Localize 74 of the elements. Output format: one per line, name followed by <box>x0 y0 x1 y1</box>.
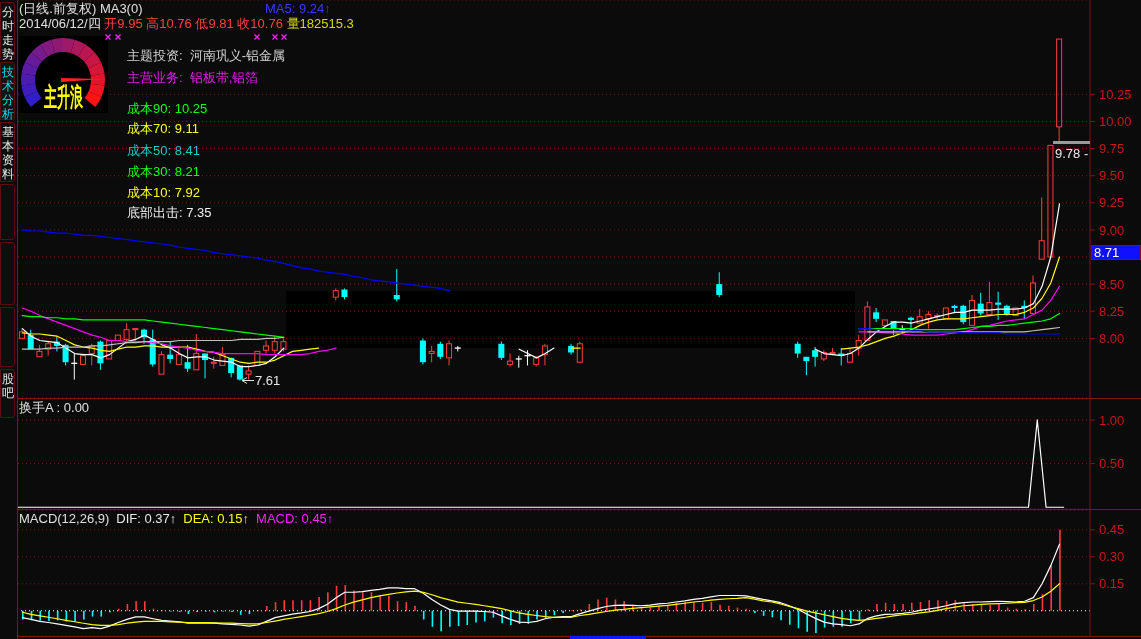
annotation: 9.78 - <box>1055 146 1089 161</box>
candlestick <box>1012 307 1019 317</box>
candlestick <box>1047 144 1054 258</box>
tab: 基本资料 <box>0 122 15 182</box>
annotation: 成本30: 8.21 <box>127 164 200 179</box>
candlestick <box>507 353 514 368</box>
annotation: 成本10: 7.92 <box>127 185 200 200</box>
candlestick <box>280 337 287 352</box>
y-tick-label: 0.45 <box>1099 522 1125 538</box>
text: 2014/06/12/四 开9.95 高10.76 低9.81 收10.76 量182515.3 <box>19 16 354 31</box>
annotation: 成本50: 8.41 <box>127 143 200 158</box>
candlestick <box>332 287 339 301</box>
annotation: MACD: 0.45↑ <box>256 511 334 526</box>
candlestick <box>1038 196 1045 260</box>
candlestick <box>446 340 453 366</box>
candlestick <box>184 344 191 373</box>
y-tick-label: 8.00 <box>1099 330 1125 346</box>
candlestick <box>716 271 723 298</box>
candlestick <box>263 340 270 355</box>
annotation: MA5: 9.24↑ <box>265 1 331 16</box>
y-tick-label: 1.00 <box>1099 412 1125 428</box>
annotation: 底部出击: 7.35 <box>127 205 212 220</box>
candlestick <box>158 350 165 375</box>
y-tick-label: 0.15 <box>1099 576 1125 592</box>
candlestick <box>393 268 400 302</box>
chart-title: MACD(12,26,9) <box>19 511 110 526</box>
y-tick-label: 0.50 <box>1099 456 1125 472</box>
candlestick <box>873 307 880 323</box>
candlestick <box>986 281 993 315</box>
candlestick <box>175 347 182 365</box>
annotation: 成本90: 10.25 <box>127 101 208 116</box>
candlestick <box>106 340 113 360</box>
candlestick <box>419 337 426 365</box>
text: 8.71 <box>1094 245 1120 260</box>
candlestick <box>942 307 949 320</box>
annotation: 主升浪 <box>44 82 83 112</box>
y-tick-label: 0.30 <box>1099 549 1125 565</box>
y-tick-label: 9.25 <box>1099 195 1125 211</box>
y-tick-label: 9.75 <box>1099 141 1125 157</box>
y-tick-label: 9.50 <box>1099 168 1125 184</box>
candlestick <box>846 347 853 363</box>
candlestick <box>1056 38 1063 143</box>
annotation: 7.61 <box>255 373 281 388</box>
candlestick <box>114 334 121 342</box>
tab: 技术分析 <box>0 62 15 120</box>
candlestick <box>19 328 25 339</box>
candlestick <box>193 333 200 371</box>
candlestick <box>812 346 819 368</box>
candlestick <box>907 316 914 330</box>
candlestick <box>995 291 1002 321</box>
annotation: 成本70: 9.11 <box>127 121 200 136</box>
candlestick <box>864 300 871 342</box>
y-tick-label: 8.25 <box>1099 303 1125 319</box>
candlestick <box>820 349 827 362</box>
tab: 分时走势 <box>0 2 15 60</box>
candlestick <box>1029 274 1036 314</box>
chart-title: 换手A : 0.00 <box>19 400 90 415</box>
line-series <box>21 583 1061 626</box>
annotation: 主题投资: 河南巩义-铝金属 <box>127 48 286 63</box>
candlestick <box>541 343 548 366</box>
candlestick <box>167 341 174 364</box>
candlestick <box>498 341 505 361</box>
annotation: DIF: 0.37↑ <box>116 511 177 526</box>
y-tick-label: 10.00 <box>1099 114 1132 130</box>
tab: 股吧 <box>0 369 15 418</box>
chart-title: (日线.前复权) MA3(0) <box>19 1 143 16</box>
annotation: 主营业务: 铝板带,铝箔 <box>127 70 259 85</box>
candlestick <box>254 350 261 366</box>
y-tick-label: 9.00 <box>1099 222 1125 238</box>
y-tick-label: 8.50 <box>1099 276 1125 292</box>
candlestick <box>968 294 975 326</box>
candlestick <box>829 347 836 355</box>
y-tick-label: 10.25 <box>1099 86 1132 102</box>
annotation: DEA: 0.15↑ <box>183 511 250 526</box>
